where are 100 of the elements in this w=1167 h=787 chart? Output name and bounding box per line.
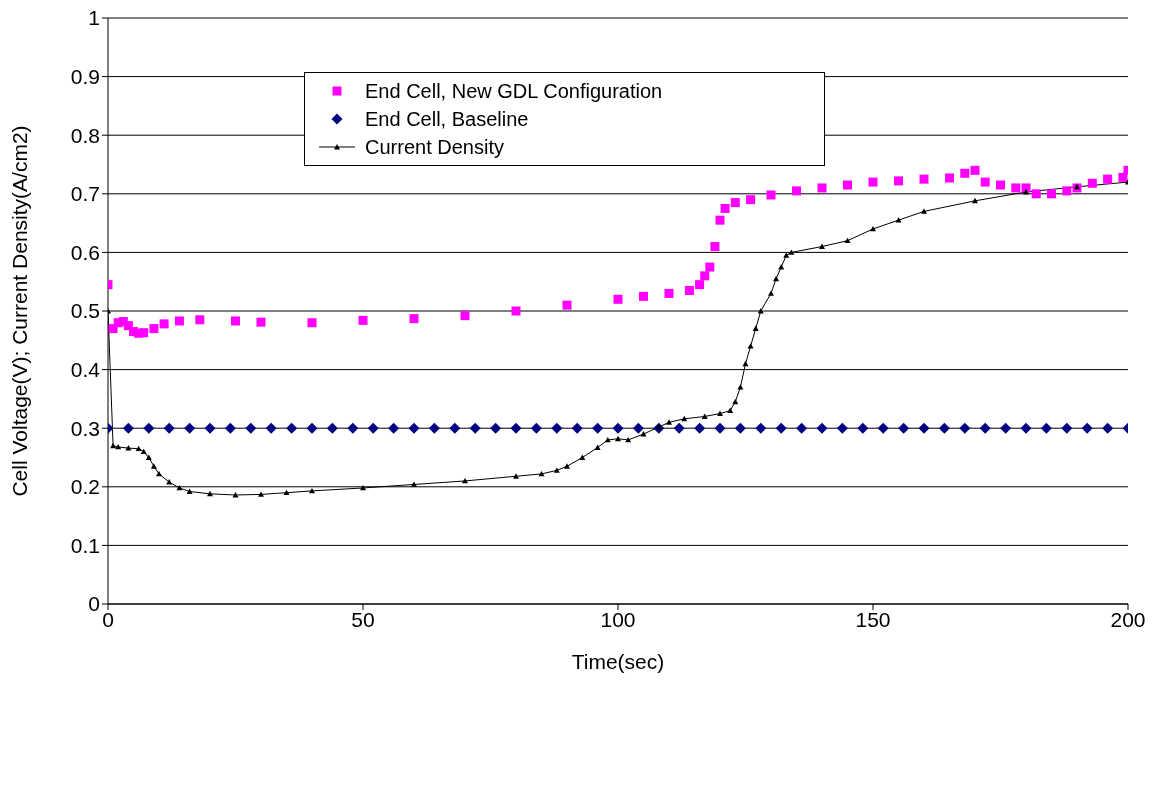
point <box>836 422 848 434</box>
point <box>1103 174 1113 184</box>
point <box>592 422 604 434</box>
x-tick-label: 50 <box>351 607 375 631</box>
point <box>145 454 152 460</box>
point <box>245 422 257 434</box>
point <box>150 463 157 469</box>
point <box>681 415 688 422</box>
point <box>732 398 739 405</box>
point <box>755 422 767 434</box>
point <box>898 422 910 434</box>
point <box>727 407 734 414</box>
point <box>877 422 889 434</box>
y-tick-label: 0.7 <box>70 182 100 206</box>
point <box>258 491 264 497</box>
point <box>184 422 196 434</box>
point <box>1040 422 1052 434</box>
point <box>752 325 759 331</box>
point <box>730 198 740 208</box>
y-tick-label: 0.1 <box>70 533 100 557</box>
point <box>938 422 950 434</box>
point <box>747 343 754 349</box>
point <box>737 384 744 390</box>
point <box>347 422 359 434</box>
point <box>1061 422 1073 434</box>
point <box>783 252 790 258</box>
x-tick-label: 200 <box>1110 607 1146 631</box>
point <box>684 285 694 295</box>
point <box>959 422 971 434</box>
point <box>1047 189 1056 199</box>
point <box>174 316 184 326</box>
point <box>1020 422 1032 434</box>
point <box>449 422 461 434</box>
point <box>979 422 991 434</box>
point <box>918 422 930 434</box>
point <box>367 422 379 434</box>
point <box>673 422 685 434</box>
point <box>122 422 134 434</box>
point <box>844 237 851 244</box>
point <box>1031 189 1041 199</box>
point <box>1000 422 1012 434</box>
point <box>714 422 726 434</box>
point <box>664 288 674 298</box>
point <box>166 479 173 485</box>
point <box>460 311 470 321</box>
point <box>816 422 828 434</box>
point <box>286 422 298 434</box>
point <box>792 186 801 196</box>
y-tick-label: 0.5 <box>70 299 100 323</box>
y-tick-label: 0 <box>88 592 100 616</box>
point <box>140 448 147 455</box>
point <box>530 422 542 434</box>
legend-label: Current Density <box>365 135 504 159</box>
point <box>970 165 980 175</box>
point <box>195 315 205 325</box>
point <box>256 317 266 327</box>
point <box>817 183 827 193</box>
y-tick-label: 0.3 <box>70 416 100 440</box>
point <box>1102 422 1114 434</box>
point <box>694 422 706 434</box>
point <box>513 473 519 479</box>
point <box>1081 422 1093 434</box>
x-tick-label: 150 <box>855 607 891 631</box>
point <box>734 422 746 434</box>
point <box>701 413 708 419</box>
point <box>768 290 774 296</box>
point <box>139 328 149 338</box>
legend-label: End Cell, New GDL Configuration <box>365 79 663 103</box>
point <box>960 168 970 178</box>
point <box>149 324 159 334</box>
point <box>224 422 236 434</box>
point <box>775 422 787 434</box>
point <box>1087 178 1097 188</box>
point <box>615 435 621 442</box>
point <box>110 442 117 449</box>
point <box>742 360 749 367</box>
point <box>895 217 902 223</box>
y-tick-label: 0.9 <box>70 65 100 89</box>
point <box>143 422 155 434</box>
y-axis-title: Cell Voltage(V); Current Density(A/cm2) <box>8 125 32 497</box>
point <box>562 300 572 310</box>
point <box>511 306 521 316</box>
point <box>666 419 672 425</box>
point <box>428 422 440 434</box>
point <box>283 489 290 496</box>
point <box>700 271 710 281</box>
x-tick-label: 100 <box>600 607 636 631</box>
point <box>265 422 277 434</box>
point <box>564 463 570 469</box>
point <box>1021 183 1031 193</box>
point <box>710 242 720 252</box>
point <box>411 481 417 487</box>
y-tick-label: 1 <box>88 6 100 30</box>
legend-label: End Cell, Baseline <box>365 107 529 131</box>
point <box>945 173 954 183</box>
y-tick-label: 0.6 <box>70 240 100 264</box>
point <box>705 262 715 272</box>
point <box>639 291 648 301</box>
point <box>613 294 623 304</box>
point <box>1118 172 1128 182</box>
